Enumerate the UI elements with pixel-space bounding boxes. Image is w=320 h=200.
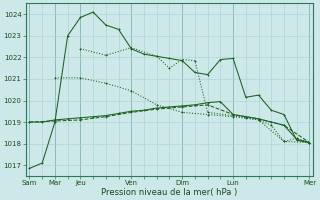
- X-axis label: Pression niveau de la mer( hPa ): Pression niveau de la mer( hPa ): [101, 188, 237, 197]
